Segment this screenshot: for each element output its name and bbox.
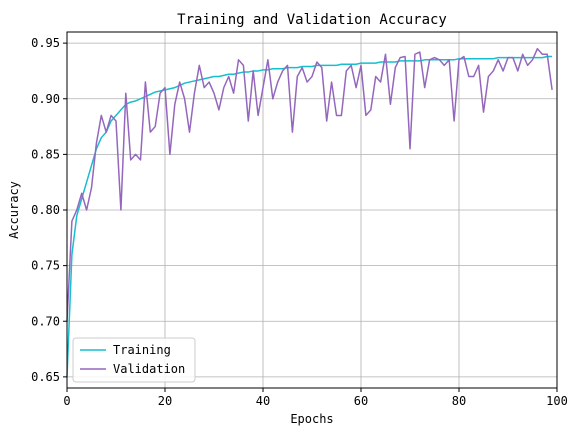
x-tick-label: 40 [256,394,270,408]
y-tick-label: 0.75 [31,259,60,273]
x-tick-label: 60 [354,394,368,408]
grid-lines [66,32,558,388]
legend: Training Validation [72,337,196,383]
y-tick-label: 0.70 [31,314,60,328]
x-tick-label: 100 [546,394,568,408]
legend-label-training: Training [113,343,171,357]
legend-label-validation: Validation [113,362,185,376]
series-line-validation [66,47,553,322]
y-axis-ticks: 0.65 0.70 0.75 0.80 0.85 0.90 0.95 [31,36,67,384]
y-tick-label: 0.95 [31,36,60,50]
y-tick-label: 0.90 [31,92,60,106]
x-tick-label: 20 [158,394,172,408]
y-tick-label: 0.85 [31,147,60,161]
series-line-training [66,55,553,377]
x-axis-label: Epochs [290,412,333,426]
x-tick-label: 0 [63,394,70,408]
y-tick-label: 0.65 [31,370,60,384]
x-tick-label: 80 [452,394,466,408]
y-axis-label: Accuracy [7,181,21,239]
series-lines [66,47,553,377]
y-tick-label: 0.80 [31,203,60,217]
x-axis-ticks: 0 20 40 60 80 100 [63,388,568,408]
chart-title: Training and Validation Accuracy [177,12,447,28]
legend-box [72,337,196,383]
